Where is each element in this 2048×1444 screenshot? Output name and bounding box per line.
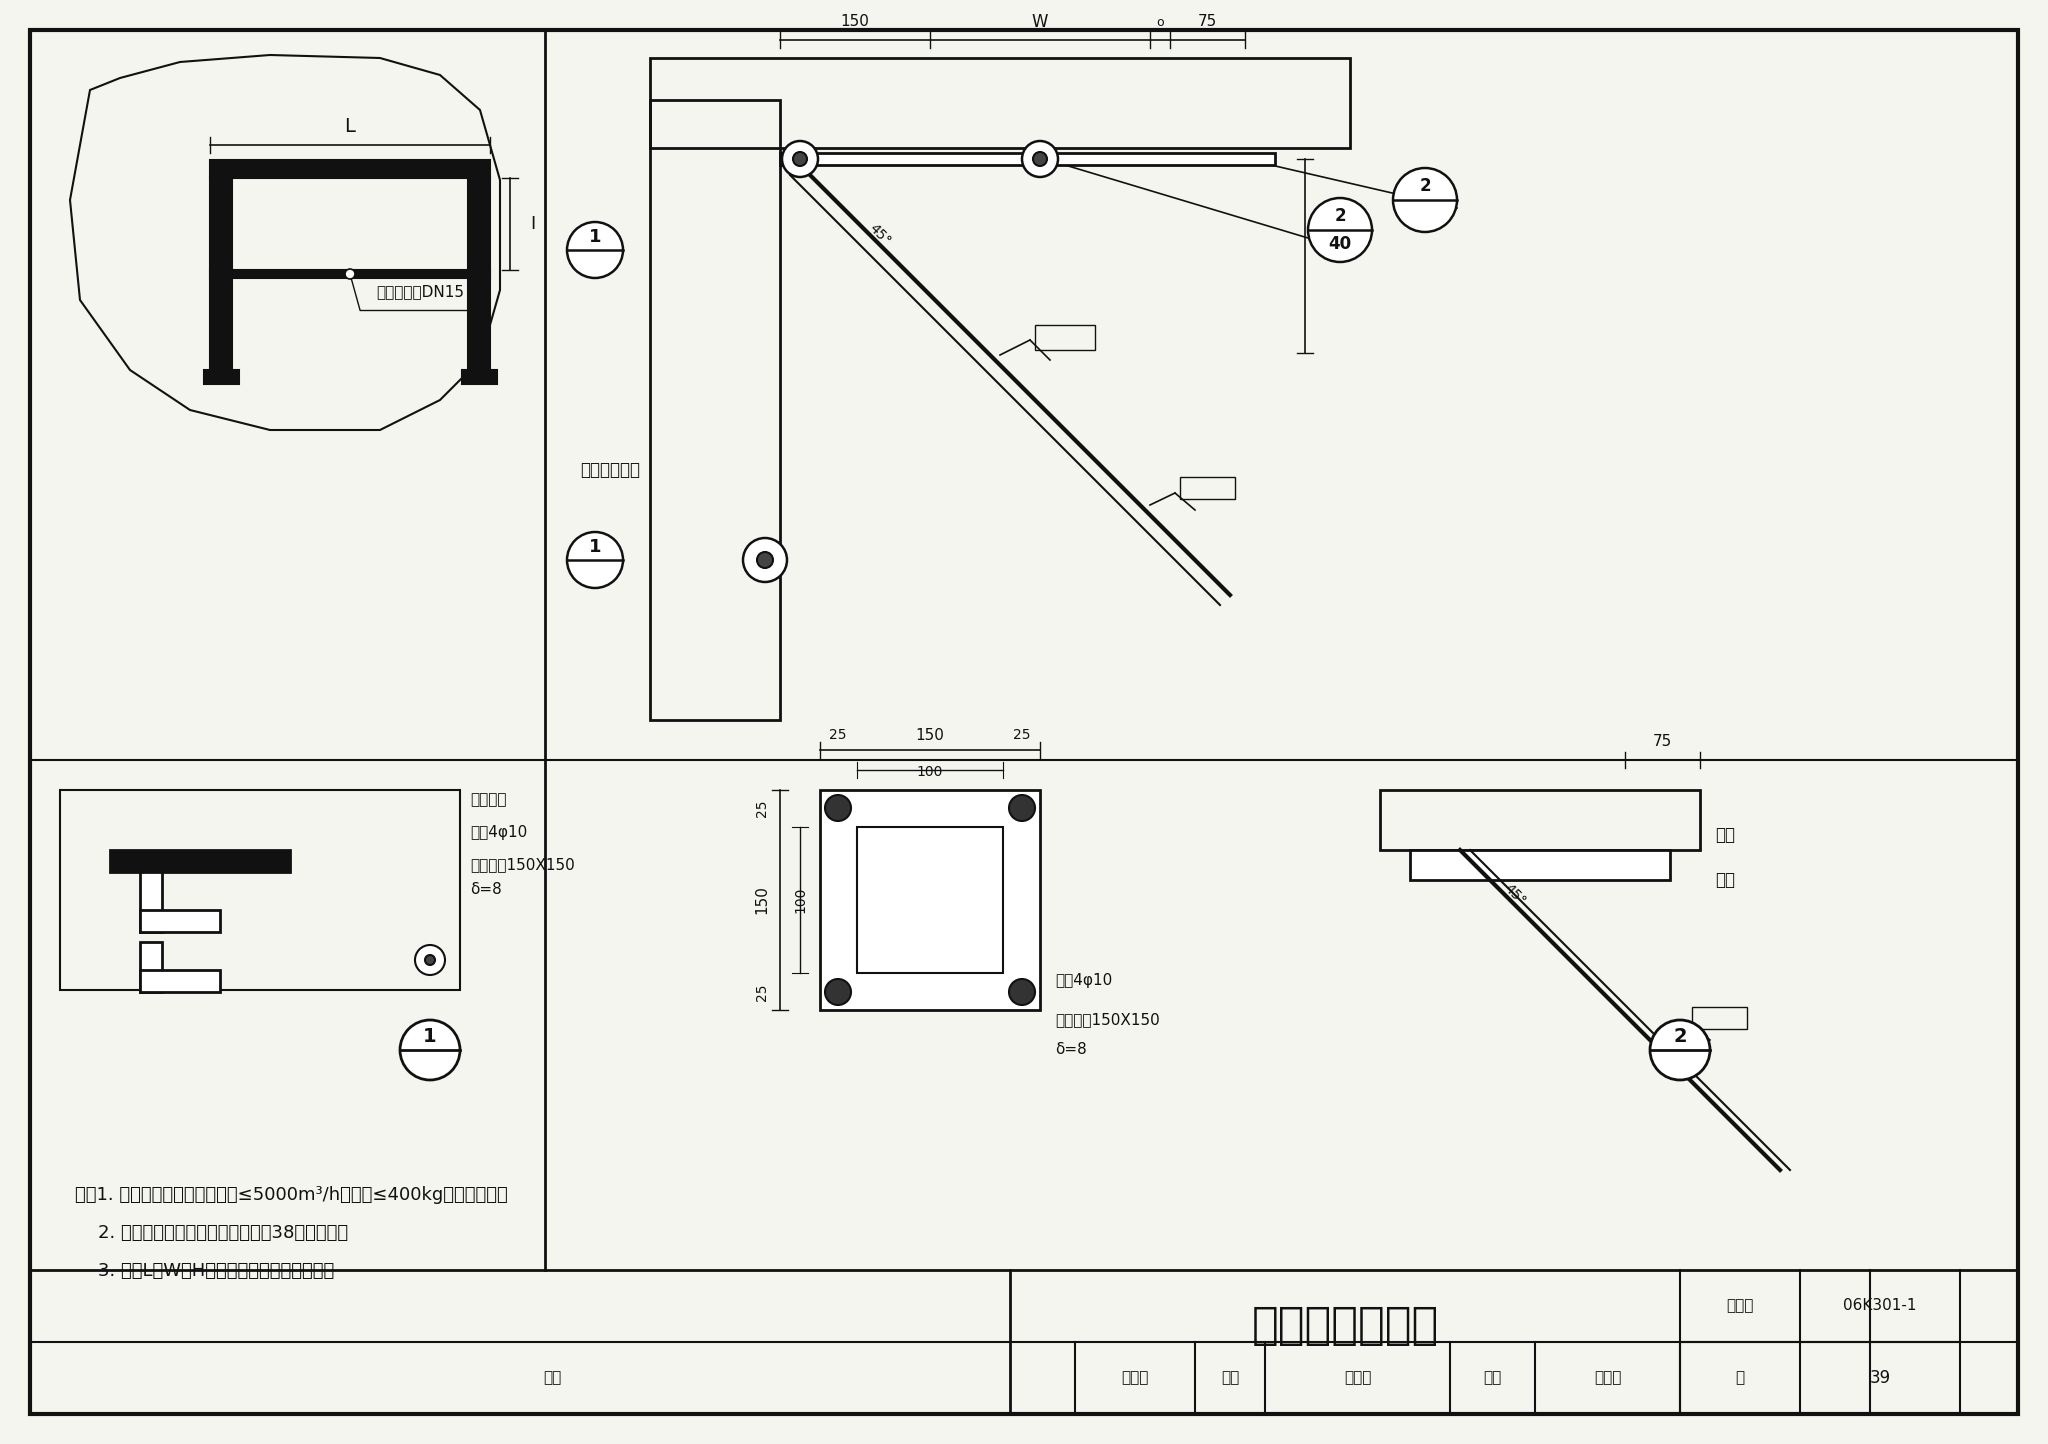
Text: 混凝土墙: 混凝土墙 <box>469 793 506 807</box>
Circle shape <box>344 269 354 279</box>
Text: 45°: 45° <box>1501 881 1528 908</box>
Text: 45°: 45° <box>866 221 893 248</box>
Circle shape <box>1393 168 1456 232</box>
Text: 1: 1 <box>588 539 602 556</box>
Text: 页: 页 <box>1735 1370 1745 1385</box>
Text: 横梁: 横梁 <box>1714 826 1735 843</box>
Bar <box>649 58 1350 147</box>
Text: 150: 150 <box>840 14 870 29</box>
Text: 2. 各件号的材料规格详见本图集第38页材料表。: 2. 各件号的材料规格详见本图集第38页材料表。 <box>76 1225 348 1242</box>
Text: 斜撑: 斜撑 <box>1714 871 1735 890</box>
Bar <box>211 270 489 279</box>
Text: 100: 100 <box>918 765 944 778</box>
Circle shape <box>758 552 772 567</box>
Bar <box>1409 851 1669 879</box>
Bar <box>59 790 461 991</box>
Text: I: I <box>530 215 535 232</box>
Text: 2: 2 <box>1673 1027 1688 1045</box>
Text: 钢筋4φ10: 钢筋4φ10 <box>1055 972 1112 988</box>
Bar <box>211 160 489 178</box>
Text: 吊顶式墙上安装: 吊顶式墙上安装 <box>1251 1304 1438 1346</box>
Circle shape <box>399 1019 461 1080</box>
Text: 图集号: 图集号 <box>1726 1298 1753 1314</box>
Text: 75: 75 <box>1198 14 1217 29</box>
Text: 39: 39 <box>1870 1369 1890 1388</box>
Bar <box>1692 1006 1747 1030</box>
Text: 3. 图中L、W和H分别为机组的长、宽和高。: 3. 图中L、W和H分别为机组的长、宽和高。 <box>76 1262 334 1279</box>
Bar <box>819 790 1040 1009</box>
Text: 预埋钢板150X150: 预埋钢板150X150 <box>469 858 575 872</box>
Text: 冷凝排水管DN15: 冷凝排水管DN15 <box>377 284 465 299</box>
Bar <box>469 178 489 370</box>
Text: L: L <box>344 117 356 137</box>
Text: 150: 150 <box>915 728 944 742</box>
Bar <box>139 872 162 931</box>
Circle shape <box>416 944 444 975</box>
Text: 校对: 校对 <box>1221 1370 1239 1385</box>
Polygon shape <box>649 58 1350 147</box>
Text: 钢筋4φ10: 钢筋4φ10 <box>469 825 526 839</box>
Text: 25: 25 <box>756 799 768 817</box>
Circle shape <box>426 954 434 965</box>
Circle shape <box>1010 979 1034 1005</box>
Text: 25: 25 <box>829 728 846 742</box>
Polygon shape <box>649 100 780 721</box>
Bar <box>205 370 240 384</box>
Text: 钢筋混凝土墙: 钢筋混凝土墙 <box>580 461 639 479</box>
Text: 2: 2 <box>1333 206 1346 225</box>
Text: W: W <box>1032 13 1049 30</box>
Text: 06K301-1: 06K301-1 <box>1843 1298 1917 1314</box>
Circle shape <box>1651 1019 1710 1080</box>
Bar <box>463 370 498 384</box>
Circle shape <box>1032 152 1047 166</box>
Text: 注：1. 本安装方式适用于新风量≤5000m³/h，重量≤400kg的所有机型。: 注：1. 本安装方式适用于新风量≤5000m³/h，重量≤400kg的所有机型。 <box>76 1186 508 1204</box>
Bar <box>111 851 291 872</box>
Text: 1: 1 <box>424 1027 436 1045</box>
Text: 设计: 设计 <box>1483 1370 1501 1385</box>
Bar <box>856 827 1004 973</box>
Text: 40: 40 <box>1329 235 1352 253</box>
Circle shape <box>1022 142 1059 178</box>
Circle shape <box>743 539 786 582</box>
Text: 25: 25 <box>1014 728 1030 742</box>
Text: 100: 100 <box>793 887 807 913</box>
Bar <box>139 970 219 992</box>
Circle shape <box>567 222 623 279</box>
Bar <box>211 178 231 370</box>
Circle shape <box>1309 198 1372 261</box>
Text: o: o <box>1157 16 1163 29</box>
Circle shape <box>782 142 817 178</box>
Text: 郁永庆: 郁永庆 <box>1343 1370 1372 1385</box>
Bar <box>1380 790 1700 851</box>
Bar <box>1034 325 1096 349</box>
Polygon shape <box>59 790 461 991</box>
Text: H: H <box>1325 247 1337 266</box>
Text: 李运学: 李运学 <box>1122 1370 1149 1385</box>
Text: 150: 150 <box>754 885 770 914</box>
Circle shape <box>825 979 852 1005</box>
Text: 奈长辉: 奈长辉 <box>1593 1370 1622 1385</box>
Text: 1: 1 <box>588 228 602 247</box>
Bar <box>139 910 219 931</box>
Circle shape <box>567 531 623 588</box>
Circle shape <box>793 152 807 166</box>
Bar <box>139 941 162 992</box>
Text: 审核: 审核 <box>543 1370 561 1385</box>
Polygon shape <box>1380 790 1700 851</box>
Circle shape <box>825 796 852 822</box>
Text: 2: 2 <box>1419 176 1432 195</box>
Bar <box>780 153 1276 165</box>
Text: 预埋钢板150X150: 预埋钢板150X150 <box>1055 1012 1159 1028</box>
Text: δ=8: δ=8 <box>469 882 502 898</box>
Text: 25: 25 <box>756 983 768 1001</box>
Text: δ=8: δ=8 <box>1055 1043 1087 1057</box>
Text: 75: 75 <box>1653 735 1671 749</box>
Bar <box>1180 477 1235 500</box>
Circle shape <box>1010 796 1034 822</box>
Bar <box>649 100 780 721</box>
